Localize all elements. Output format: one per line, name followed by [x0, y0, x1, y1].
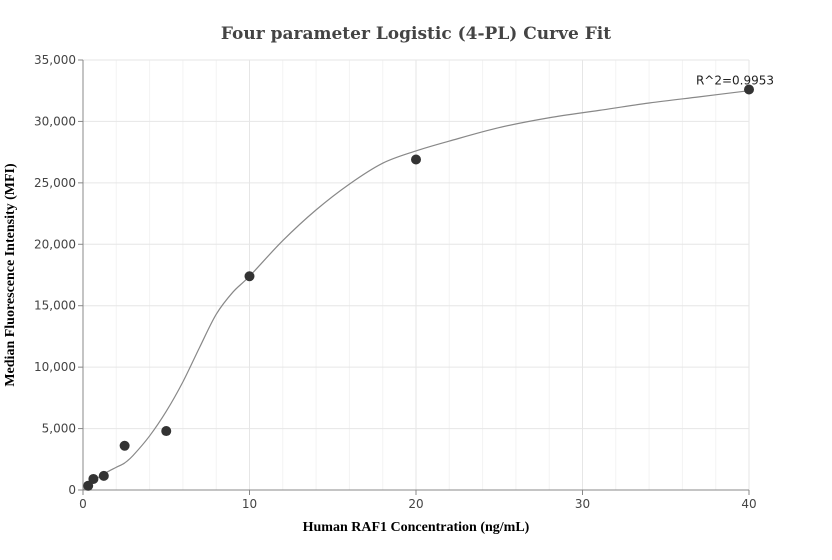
data-point — [99, 471, 109, 481]
chart-title: Four parameter Logistic (4-PL) Curve Fit — [221, 24, 611, 44]
x-tick-label: 0 — [79, 497, 87, 511]
data-points — [83, 84, 754, 490]
y-tick-label: 30,000 — [34, 114, 76, 128]
data-point — [88, 474, 98, 484]
r-squared-annotation: R^2=0.9953 — [696, 73, 774, 87]
x-ticks: 0 10 20 30 40 — [79, 490, 756, 511]
x-tick-label: 20 — [408, 497, 423, 511]
data-point — [161, 426, 171, 436]
x-tick-label: 10 — [242, 497, 257, 511]
grid — [83, 60, 749, 490]
y-tick-label: 0 — [68, 483, 76, 497]
x-axis-title: Human RAF1 Concentration (ng/mL) — [303, 520, 530, 535]
data-point — [120, 441, 130, 451]
y-tick-label: 25,000 — [34, 176, 76, 190]
y-tick-label: 15,000 — [34, 299, 76, 313]
y-tick-label: 5,000 — [42, 422, 76, 436]
y-tick-label: 35,000 — [34, 53, 76, 67]
y-tick-label: 10,000 — [34, 360, 76, 374]
data-point — [245, 271, 255, 281]
y-axis-title: Median Fluorescence Intensity (MFI) — [3, 163, 18, 387]
y-tick-label: 20,000 — [34, 237, 76, 251]
data-point — [411, 155, 421, 165]
x-tick-label: 30 — [575, 497, 590, 511]
x-tick-label: 40 — [741, 497, 756, 511]
y-ticks: 0 5,000 10,000 15,000 20,000 25,000 30,000 35,0… — [34, 53, 83, 497]
